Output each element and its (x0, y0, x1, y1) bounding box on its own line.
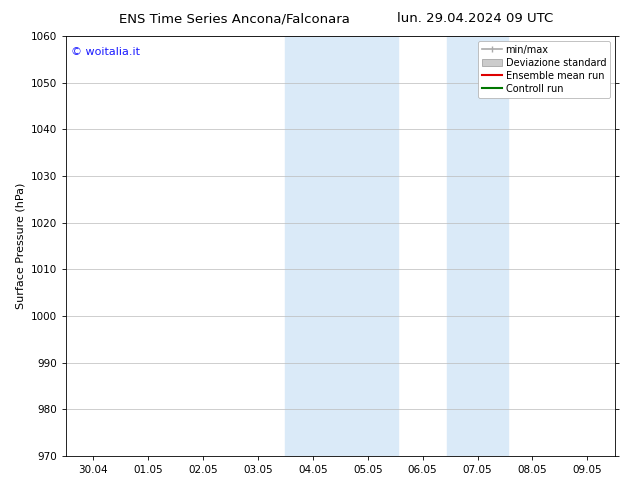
Bar (285, 36, 398, 456)
Text: © woitalia.it: © woitalia.it (71, 47, 140, 57)
Text: lun. 29.04.2024 09 UTC: lun. 29.04.2024 09 UTC (398, 12, 553, 25)
Y-axis label: Surface Pressure (hPa): Surface Pressure (hPa) (15, 183, 25, 309)
Text: ENS Time Series Ancona/Falconara: ENS Time Series Ancona/Falconara (119, 12, 350, 25)
Legend: min/max, Deviazione standard, Ensemble mean run, Controll run: min/max, Deviazione standard, Ensemble m… (479, 41, 610, 98)
Bar (448, 36, 508, 456)
